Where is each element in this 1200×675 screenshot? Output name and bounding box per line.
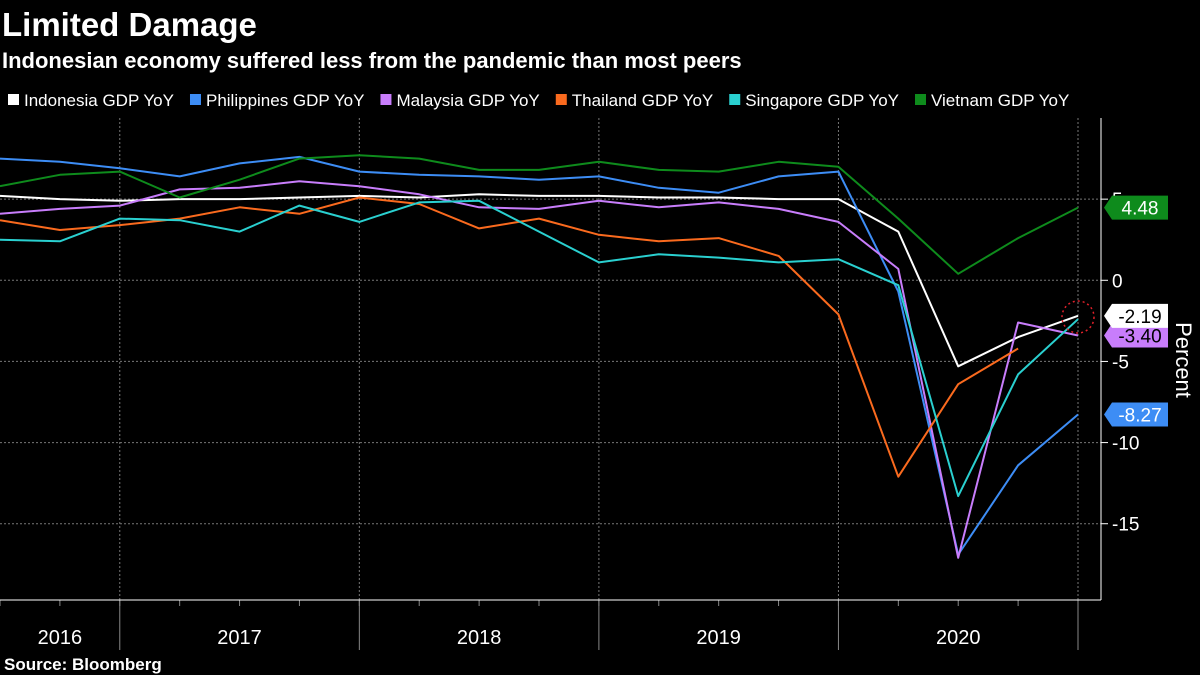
- legend-swatch: [729, 94, 741, 105]
- legend-label: Singapore GDP YoY: [745, 91, 899, 110]
- legend-label: Malaysia GDP YoY: [396, 91, 539, 110]
- x-tick-label: 2020: [936, 627, 981, 649]
- legend-label: Philippines GDP YoY: [206, 91, 364, 110]
- x-tick-label: 2017: [217, 627, 262, 649]
- legend-swatch: [555, 94, 567, 105]
- x-tick-label: 2018: [457, 627, 502, 649]
- y-tick-label: 0: [1112, 271, 1123, 292]
- highlight-circle: [1061, 300, 1095, 334]
- y-tick-label: -10: [1112, 434, 1139, 455]
- x-tick-label: 2016: [38, 627, 83, 649]
- end-label-text: -2.19: [1118, 307, 1161, 328]
- end-label: -3.40: [1104, 323, 1168, 348]
- end-label-box: [1104, 402, 1168, 427]
- source: Source: Bloomberg: [4, 655, 162, 674]
- legend-label: Vietnam GDP YoY: [931, 91, 1069, 110]
- x-tick-label: 2019: [696, 627, 741, 649]
- legend: Indonesia GDP YoY Philippines GDP YoY Mala…: [8, 91, 1069, 110]
- legend-swatch: [189, 94, 201, 105]
- end-label: 4.48: [1104, 195, 1168, 220]
- legend-label: Indonesia GDP YoY: [24, 91, 174, 110]
- legend-swatch: [8, 94, 19, 105]
- end-label-text: -3.40: [1118, 326, 1161, 347]
- chart-title: Limited Damage: [2, 6, 257, 43]
- series-line: [0, 155, 1079, 556]
- end-label-box: [1104, 303, 1168, 328]
- series-line: [0, 180, 1079, 559]
- y-tick-label: -15: [1112, 515, 1139, 536]
- end-label-text: 4.48: [1122, 199, 1159, 220]
- legend-swatch: [380, 94, 392, 105]
- y-axis-label: Percent: [1171, 322, 1196, 398]
- end-labels: 4.48 -3.40 -8.27 -2.19: [1104, 195, 1168, 427]
- end-label-text: -8.27: [1118, 406, 1161, 427]
- series-line: [0, 154, 1079, 275]
- y-tick-label: -5: [1112, 352, 1129, 373]
- end-label-box: [1104, 323, 1168, 348]
- lines: [0, 154, 1079, 559]
- series-line: [0, 199, 1079, 498]
- end-label-box: [1104, 195, 1168, 220]
- end-label: -2.19: [1104, 303, 1168, 328]
- legend-swatch: [915, 94, 926, 105]
- chart-subtitle: Indonesian economy suffered less from th…: [2, 48, 742, 73]
- end-label: -8.27: [1104, 402, 1168, 427]
- legend-label: Thailand GDP YoY: [572, 91, 713, 110]
- series-line: [0, 193, 1079, 368]
